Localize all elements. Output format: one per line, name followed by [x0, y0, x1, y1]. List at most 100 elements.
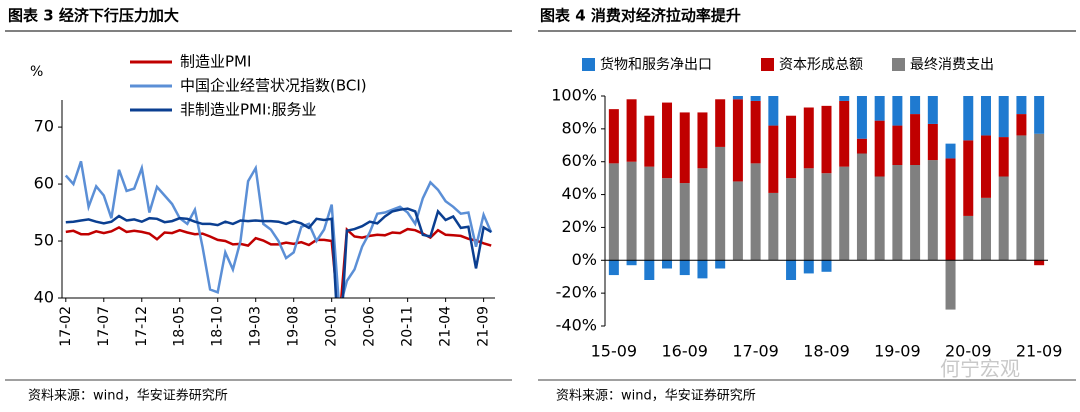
legend-swatch	[892, 58, 905, 71]
bar-segment	[608, 260, 619, 276]
x-tick-label: 17-09	[732, 342, 779, 361]
x-tick-label: 19-08	[286, 306, 302, 347]
source: 资料来源：wind，华安证券研究所	[556, 388, 756, 404]
y-tick-label: 60	[34, 174, 54, 193]
legend-swatch	[582, 58, 595, 71]
bar-segment	[1016, 96, 1027, 115]
legend-label: 货物和服务净出口	[600, 56, 712, 73]
bar-segment	[980, 96, 991, 136]
bar-segment	[945, 143, 956, 159]
bar-segment	[839, 96, 850, 101]
bar-segment	[644, 115, 655, 167]
bar-segment	[821, 105, 832, 174]
series-line	[65, 225, 492, 298]
y-tick-label: 50	[34, 231, 54, 250]
legend-label: 最终消费支出	[910, 57, 994, 73]
bar-segment	[963, 215, 974, 261]
bar-segment	[892, 96, 903, 126]
chart-title: 图表 4 消费对经济拉动率提升	[540, 7, 741, 25]
bar-segment	[963, 140, 974, 216]
x-tick-label: 21-09	[1016, 342, 1063, 361]
legend-label: 中国企业经营状况指数(BCI)	[180, 77, 367, 95]
bar-segment	[786, 115, 797, 179]
bar-segment	[945, 260, 956, 310]
x-tick-label: 18-09	[803, 342, 850, 361]
bar-segment	[998, 137, 1009, 177]
bar-segment	[750, 96, 761, 101]
plot-lines	[64, 160, 493, 298]
y-tick-label: 80%	[561, 118, 597, 137]
bar-segment	[927, 96, 938, 124]
x-tick-label: 15-09	[591, 342, 638, 361]
x-tick-label: 20-11	[400, 306, 416, 347]
bar-segment	[821, 173, 832, 261]
bar-segment	[874, 176, 885, 261]
bar-segment	[856, 96, 867, 139]
x-tick-label: 17-02	[58, 306, 74, 347]
bar-segment	[679, 260, 690, 276]
bar-segment	[892, 165, 903, 261]
x-tick-label: 21-09	[476, 306, 492, 347]
bar-segment	[1016, 114, 1027, 136]
y-tick-label: -40%	[556, 316, 597, 335]
bar-segment	[679, 183, 690, 261]
y-tick-label: 0%	[572, 250, 597, 269]
bar-segment	[856, 138, 867, 154]
bar-segment	[839, 166, 850, 261]
x-tick-label: 19-09	[874, 342, 921, 361]
bar-segment	[697, 260, 708, 279]
bar-segment	[715, 146, 726, 261]
bar-segment	[732, 99, 743, 182]
x-tick-label: 17-12	[134, 306, 150, 347]
bar-segment	[856, 153, 867, 261]
bar-segment	[839, 100, 850, 167]
bar-segment	[768, 96, 779, 126]
bar-segment	[980, 135, 991, 198]
x-tick-label: 20-09	[945, 342, 992, 361]
bar-segment	[732, 181, 743, 261]
bar-segment	[644, 166, 655, 261]
watermark: 何宁宏观	[940, 357, 1020, 381]
legend-label: 资本形成总额	[779, 57, 863, 73]
bar-segment	[963, 96, 974, 141]
y-tick-label: 70	[34, 117, 54, 136]
x-tick-label: 21-04	[438, 306, 454, 347]
x-tick-label: 16-09	[661, 342, 708, 361]
bar-segment	[786, 260, 797, 280]
bar-segment	[874, 96, 885, 121]
bar-segment	[608, 109, 619, 164]
bar-segment	[626, 99, 637, 162]
source: 资料来源：wind，华安证券研究所	[28, 388, 228, 404]
y-tick-label: 40%	[561, 184, 597, 203]
bar-segment	[1034, 96, 1045, 134]
x-tick-label: 18-10	[210, 306, 226, 347]
bar-segment	[715, 99, 726, 147]
bar-segment	[1034, 133, 1045, 261]
y-tick-label: 60%	[561, 151, 597, 170]
x-tick-label: 19-03	[248, 306, 264, 347]
x-tick-label: 20-06	[362, 306, 378, 347]
bar-segment	[803, 168, 814, 261]
bar-segment	[750, 100, 761, 164]
bar-segment	[786, 178, 797, 261]
bar-segment	[662, 178, 673, 261]
series-line	[64, 160, 493, 298]
bar-segment	[998, 176, 1009, 261]
bar-segment	[626, 161, 637, 261]
bar-segment	[910, 114, 921, 165]
bar-segment	[1034, 260, 1045, 266]
series-line	[65, 207, 492, 298]
bar-segment	[910, 96, 921, 115]
y-tick-label: 20%	[561, 217, 597, 236]
x-tick-label: 20-01	[324, 306, 340, 347]
bar-segment	[662, 260, 673, 269]
bar-segment	[715, 260, 726, 269]
bar-segment	[874, 120, 885, 177]
legend-label: 非制造业PMI:服务业	[180, 101, 316, 119]
bar-segment	[927, 160, 938, 261]
bar-segment	[910, 165, 921, 261]
bar-segment	[608, 163, 619, 261]
bar-segment	[1016, 135, 1027, 261]
bar-segment	[803, 260, 814, 274]
legend-label: 制造业PMI	[180, 53, 251, 71]
